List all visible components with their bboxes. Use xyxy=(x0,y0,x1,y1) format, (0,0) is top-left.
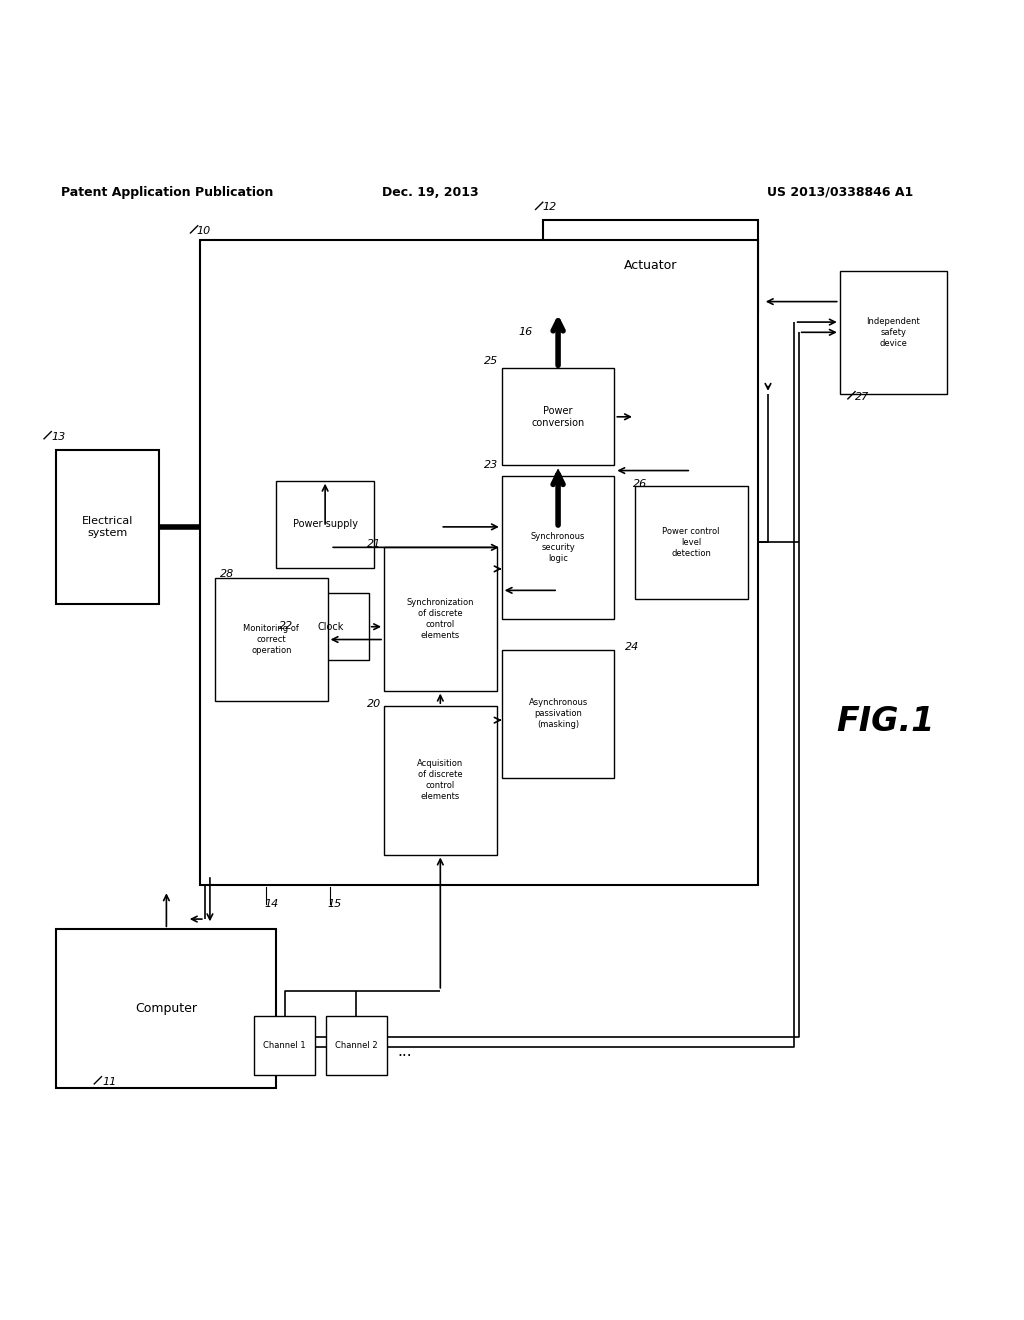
Text: Asynchronous
passivation
(masking): Asynchronous passivation (masking) xyxy=(528,698,588,730)
Text: ...: ... xyxy=(397,1044,412,1059)
Text: Patent Application Publication: Patent Application Publication xyxy=(61,186,273,198)
Bar xyxy=(502,368,614,466)
Text: 16: 16 xyxy=(518,327,532,338)
Bar xyxy=(254,1016,315,1074)
Text: Power supply: Power supply xyxy=(293,519,357,529)
Text: Independent
safety
device: Independent safety device xyxy=(866,317,921,348)
Text: 14: 14 xyxy=(264,899,279,908)
Text: Channel 1: Channel 1 xyxy=(263,1041,306,1049)
Bar xyxy=(326,1016,387,1074)
Text: 12: 12 xyxy=(543,202,557,213)
Text: 24: 24 xyxy=(625,642,639,652)
Bar xyxy=(543,219,758,312)
Text: Monitoring of
correct
operation: Monitoring of correct operation xyxy=(244,624,299,655)
Text: 26: 26 xyxy=(633,479,647,488)
Text: Power control
level
detection: Power control level detection xyxy=(663,527,720,558)
Text: Power
conversion: Power conversion xyxy=(531,405,585,428)
Text: US 2013/0338846 A1: US 2013/0338846 A1 xyxy=(767,186,912,198)
Bar xyxy=(840,271,947,393)
Text: Computer: Computer xyxy=(135,1002,198,1015)
Bar xyxy=(276,480,374,568)
Text: Channel 2: Channel 2 xyxy=(335,1041,378,1049)
Text: 21: 21 xyxy=(367,540,381,549)
Bar xyxy=(635,486,748,598)
Text: Synchronous
security
logic: Synchronous security logic xyxy=(530,532,586,562)
Text: Clock: Clock xyxy=(317,622,343,632)
Text: Acquisition
of discrete
control
elements: Acquisition of discrete control elements xyxy=(417,759,464,801)
Bar xyxy=(215,578,328,701)
Bar xyxy=(292,594,369,660)
Text: 27: 27 xyxy=(855,392,869,401)
Text: Dec. 19, 2013: Dec. 19, 2013 xyxy=(382,186,478,198)
Text: 22: 22 xyxy=(279,622,293,631)
Text: 13: 13 xyxy=(51,432,66,442)
Text: 28: 28 xyxy=(220,569,234,579)
Bar xyxy=(384,548,497,690)
Text: FIG.1: FIG.1 xyxy=(837,705,935,738)
Bar xyxy=(502,649,614,777)
Bar xyxy=(502,475,614,619)
Text: 23: 23 xyxy=(484,461,499,470)
Text: 15: 15 xyxy=(328,899,342,908)
Text: 25: 25 xyxy=(484,356,499,366)
Bar xyxy=(200,240,758,886)
Text: 11: 11 xyxy=(102,1077,117,1086)
Text: Actuator: Actuator xyxy=(624,259,677,272)
Bar xyxy=(56,929,276,1088)
Text: Synchronization
of discrete
control
elements: Synchronization of discrete control elem… xyxy=(407,598,474,640)
Text: 20: 20 xyxy=(367,700,381,709)
Bar xyxy=(56,450,159,603)
Text: Electrical
system: Electrical system xyxy=(82,516,133,539)
Text: 10: 10 xyxy=(197,226,211,236)
Bar xyxy=(384,706,497,854)
